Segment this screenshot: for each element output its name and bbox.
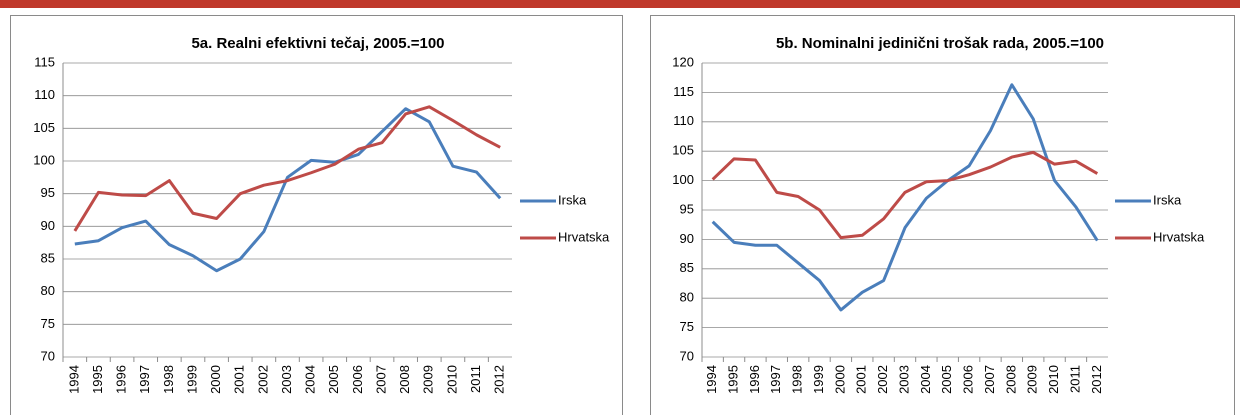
x-tick-label: 2012 (1089, 365, 1104, 394)
x-tick-label: 2006 (961, 365, 976, 394)
legend-label: Hrvatska (1153, 229, 1205, 244)
x-tick-label: 2010 (1046, 365, 1061, 394)
x-tick-label: 2004 (918, 365, 933, 394)
y-tick-label: 115 (34, 54, 55, 69)
series-line (711, 150, 1099, 240)
x-tick-label: 1994 (704, 365, 719, 394)
x-tick-label: 2012 (492, 365, 507, 394)
y-tick-label: 95 (680, 201, 694, 216)
y-tick-label: 110 (34, 87, 55, 102)
series-line (73, 105, 501, 232)
x-tick-label: 2001 (232, 365, 247, 394)
x-tick-label: 1995 (90, 365, 105, 394)
x-tick-label: 2011 (1067, 365, 1082, 393)
y-tick-label: 105 (33, 120, 55, 135)
y-tick-label: 100 (33, 152, 55, 167)
legend-label: Irska (1153, 192, 1182, 207)
x-tick-label: 2003 (896, 365, 911, 394)
x-tick-label: 2004 (303, 365, 318, 394)
x-tick-label: 1996 (747, 365, 762, 394)
x-tick-label: 1997 (137, 365, 152, 394)
y-tick-label: 75 (41, 316, 55, 331)
y-tick-label: 70 (680, 348, 694, 363)
x-tick-label: 2010 (444, 365, 459, 394)
x-tick-label: 2006 (350, 365, 365, 394)
panel-left (10, 15, 623, 415)
y-tick-label: 75 (680, 319, 694, 334)
y-tick-label: 115 (673, 84, 694, 99)
x-tick-label: 2009 (1025, 365, 1040, 394)
x-tick-label: 2011 (468, 365, 483, 393)
y-tick-label: 70 (41, 348, 55, 363)
x-tick-label: 1999 (184, 365, 199, 394)
x-tick-label: 2009 (421, 365, 436, 394)
x-tick-label: 2007 (373, 365, 388, 394)
y-tick-label: 90 (41, 218, 55, 233)
x-tick-label: 1998 (790, 365, 805, 394)
x-tick-label: 2000 (832, 365, 847, 394)
series-line (711, 83, 1099, 312)
x-tick-label: 1995 (725, 365, 740, 394)
x-tick-label: 1998 (161, 365, 176, 394)
top-bar (0, 0, 1240, 8)
series-line (74, 107, 502, 273)
y-tick-label: 80 (680, 290, 694, 305)
legend-label: Hrvatska (558, 229, 610, 244)
y-tick-label: 120 (672, 54, 694, 69)
x-tick-label: 2005 (326, 365, 341, 394)
legend-label: Irska (558, 192, 587, 207)
x-tick-label: 2008 (1003, 365, 1018, 394)
x-tick-label: 2005 (939, 365, 954, 394)
y-tick-label: 85 (41, 250, 55, 265)
y-tick-label: 90 (680, 231, 694, 246)
x-tick-label: 2000 (208, 365, 223, 394)
x-tick-label: 2002 (875, 365, 890, 394)
x-tick-label: 1999 (811, 365, 826, 394)
chart-title: 5b. Nominalni jedinični trošak rada, 200… (776, 35, 1104, 52)
y-tick-label: 105 (672, 143, 694, 158)
x-tick-label: 2008 (397, 365, 412, 394)
y-tick-label: 85 (680, 260, 694, 275)
y-tick-label: 95 (41, 185, 55, 200)
y-tick-label: 110 (673, 113, 694, 128)
y-tick-label: 80 (41, 283, 55, 298)
panel-right (650, 15, 1235, 415)
x-tick-label: 1997 (768, 365, 783, 394)
x-tick-label: 2002 (255, 365, 270, 394)
chart-title: 5a. Realni efektivni tečaj, 2005.=100 (191, 35, 444, 52)
x-tick-label: 1996 (114, 365, 129, 394)
x-tick-label: 2001 (854, 365, 869, 394)
x-tick-label: 2007 (982, 365, 997, 394)
x-tick-label: 2003 (279, 365, 294, 394)
y-tick-label: 100 (672, 172, 694, 187)
x-tick-label: 1994 (66, 365, 81, 394)
